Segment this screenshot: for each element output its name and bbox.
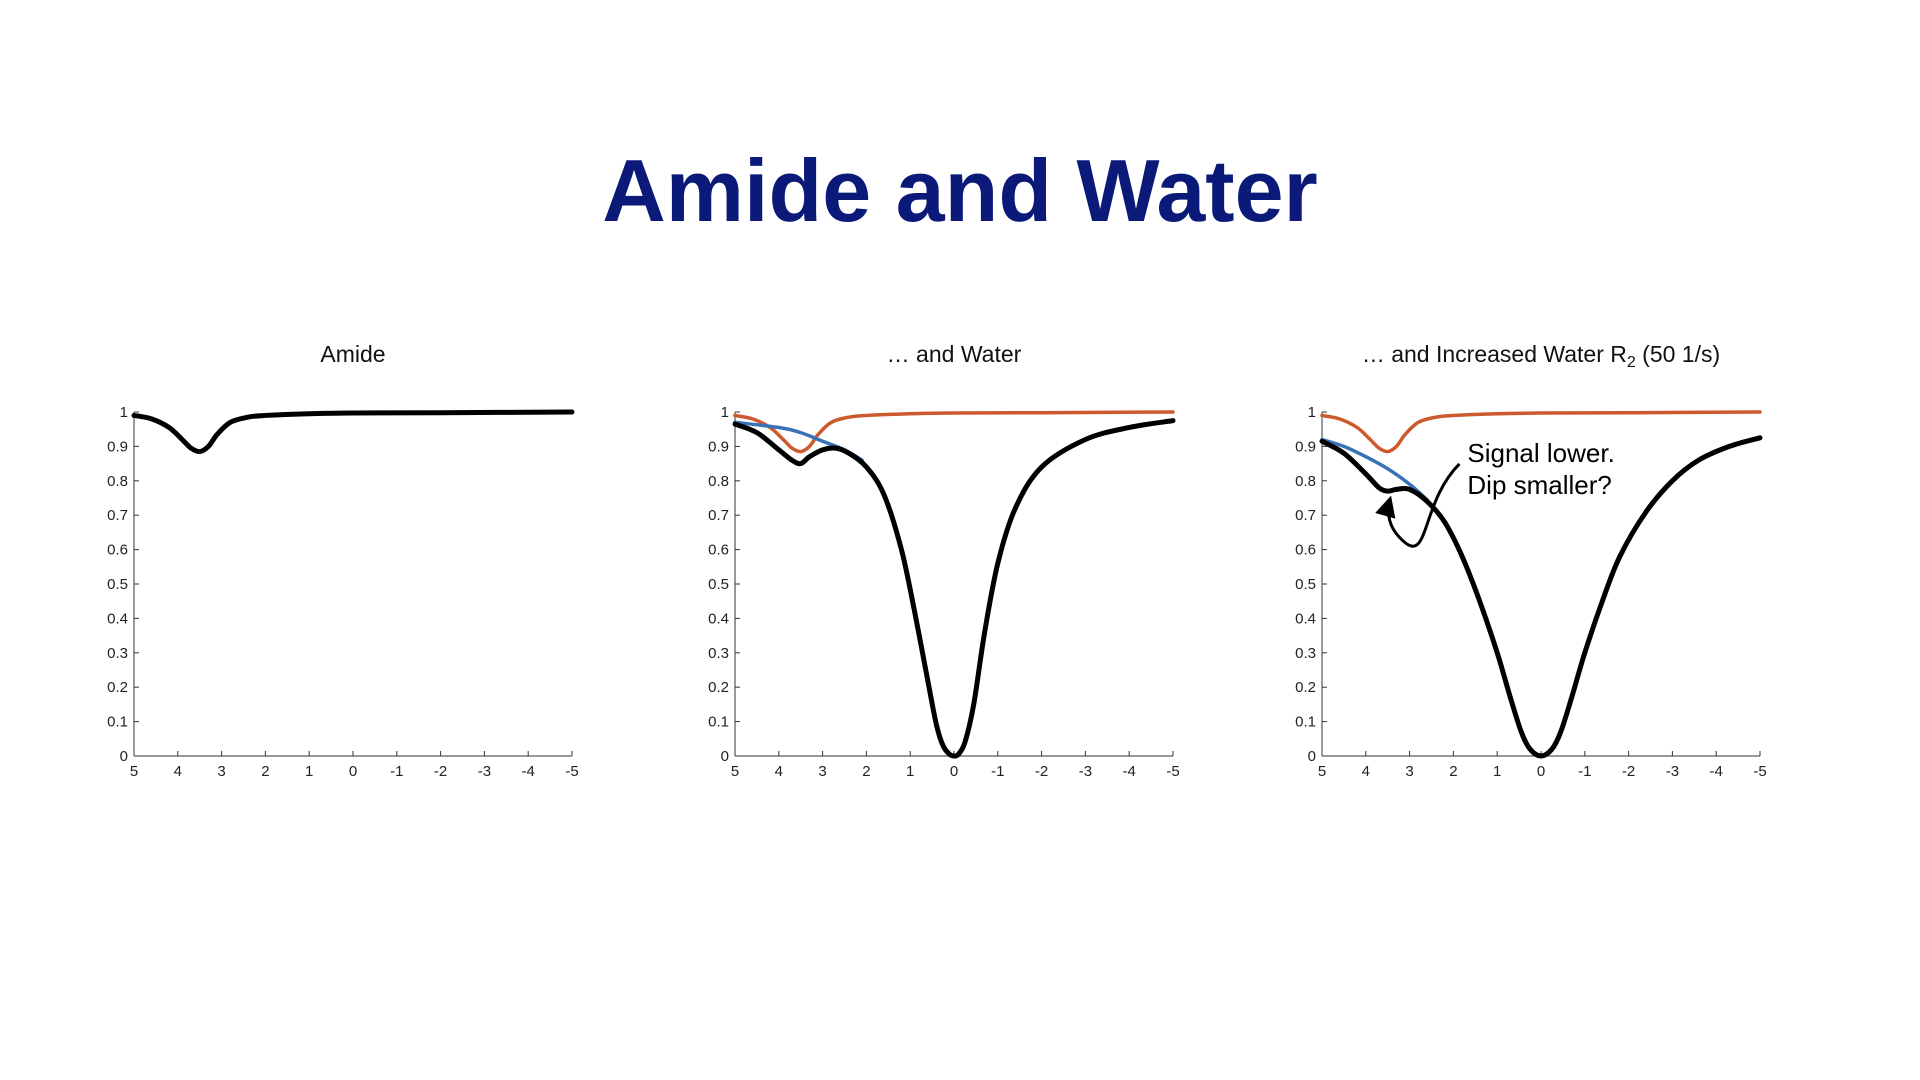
series-line-1 (1320, 410, 1762, 454)
x-tick-label: 2 (862, 763, 870, 780)
x-tick-label: 4 (775, 763, 783, 780)
x-tick-label: -5 (1753, 763, 1766, 780)
y-tick-label: 1 (120, 404, 128, 421)
x-tick-label: -1 (390, 763, 403, 780)
y-tick-label: 0.3 (1295, 645, 1316, 662)
y-tick-label: 0.7 (1295, 507, 1316, 524)
y-tick-label: 0.5 (708, 576, 729, 593)
series-line-2 (1320, 437, 1429, 502)
x-tick-label: 4 (1362, 763, 1370, 780)
chart-title: Amide (320, 341, 385, 367)
y-tick-label: 0.4 (708, 610, 729, 627)
x-tick-label: -2 (1622, 763, 1635, 780)
x-tick-label: 4 (174, 763, 182, 780)
x-tick-label: 0 (1537, 763, 1545, 780)
y-tick-label: 0.1 (1295, 714, 1316, 731)
y-tick-label: 0.7 (708, 507, 729, 524)
y-tick-label: 0.6 (708, 542, 729, 559)
series-line-2 (733, 420, 864, 462)
annotation-text: Signal lower. (1467, 438, 1614, 468)
y-tick-label: 0.9 (107, 438, 128, 455)
slide-title: Amide and Water (602, 141, 1318, 240)
y-tick-label: 0.1 (107, 714, 128, 731)
annotation-text: Dip smaller? (1467, 470, 1612, 500)
y-tick-label: 0.2 (708, 679, 729, 696)
y-tick-label: 1 (1308, 404, 1316, 421)
x-tick-label: -5 (1166, 763, 1179, 780)
x-tick-label: -1 (1578, 763, 1591, 780)
y-tick-label: 0.4 (107, 610, 128, 627)
y-tick-label: 0.1 (708, 714, 729, 731)
y-tick-label: 0.2 (1295, 679, 1316, 696)
x-tick-label: -3 (1666, 763, 1679, 780)
series-line-3 (732, 418, 1176, 759)
y-tick-label: 0.8 (107, 473, 128, 490)
x-tick-label: -3 (478, 763, 491, 780)
y-tick-label: 0.6 (1295, 542, 1316, 559)
x-tick-label: 5 (130, 763, 138, 780)
x-tick-label: 1 (305, 763, 313, 780)
y-tick-label: 0.6 (107, 542, 128, 559)
x-tick-label: 5 (1318, 763, 1326, 780)
x-tick-label: 2 (1449, 763, 1457, 780)
x-tick-label: 5 (731, 763, 739, 780)
x-tick-label: -2 (1035, 763, 1048, 780)
x-tick-label: -4 (1710, 763, 1723, 780)
chart-title: … and Water (887, 341, 1022, 367)
x-tick-label: -1 (991, 763, 1004, 780)
chart-panel-3: … and Increased Water R2 (50 1/s) 0 0.1 0.2… (1295, 341, 1767, 780)
x-tick-label: -5 (565, 763, 578, 780)
x-tick-label: 1 (906, 763, 914, 780)
chart-panel-1: Amide 0 0.1 0.2 0.3 0.4 0.5 0.6 0.7 0.8 0.9 1 5 4 3 2 1 0… (107, 341, 579, 780)
y-tick-label: 0 (120, 748, 128, 765)
chart-panel-2: … and Water 0 0.1 0.2 0.3 0.4 0.5 0.6 0.7 0.8 0.9 1… (708, 341, 1180, 780)
y-tick-label: 0.3 (708, 645, 729, 662)
y-tick-label: 0.9 (1295, 438, 1316, 455)
y-tick-label: 0 (721, 748, 729, 765)
y-tick-label: 0.5 (107, 576, 128, 593)
y-tick-label: 0 (1308, 748, 1316, 765)
x-tick-label: -3 (1079, 763, 1092, 780)
x-tick-label: 1 (1493, 763, 1501, 780)
x-tick-label: 3 (1405, 763, 1413, 780)
y-tick-label: 0.4 (1295, 610, 1316, 627)
chart-title: … and Increased Water R2 (50 1/s) (1362, 341, 1720, 371)
x-tick-label: -4 (1123, 763, 1136, 780)
y-tick-label: 0.9 (708, 438, 729, 455)
x-tick-label: 3 (217, 763, 225, 780)
x-tick-label: 0 (349, 763, 357, 780)
series-line-3 (1319, 435, 1763, 759)
y-tick-label: 0.8 (708, 473, 729, 490)
y-tick-label: 0.5 (1295, 576, 1316, 593)
y-tick-label: 1 (721, 404, 729, 421)
x-tick-label: -2 (434, 763, 447, 780)
x-tick-label: 3 (818, 763, 826, 780)
x-tick-label: 2 (261, 763, 269, 780)
y-tick-label: 0.2 (107, 679, 128, 696)
y-tick-label: 0.7 (107, 507, 128, 524)
y-tick-label: 0.8 (1295, 473, 1316, 490)
y-tick-label: 0.3 (107, 645, 128, 662)
x-tick-label: -4 (522, 763, 535, 780)
series-line-1 (733, 410, 1175, 454)
series-line-1 (131, 409, 575, 455)
annotation-arrow (1375, 462, 1461, 548)
x-tick-label: 0 (950, 763, 958, 780)
